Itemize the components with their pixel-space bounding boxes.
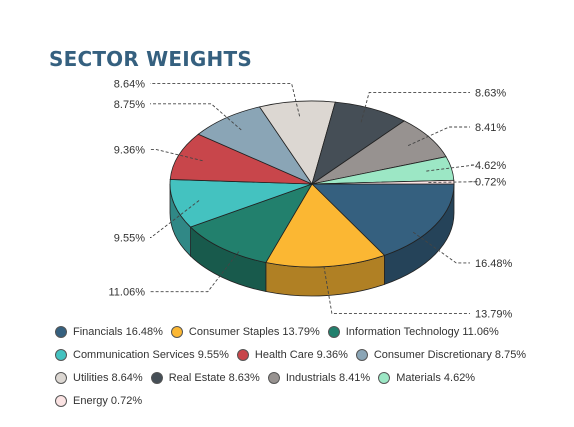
chart-title: SECTOR WEIGHTS xyxy=(49,47,252,71)
callout-line-health-care xyxy=(150,149,203,162)
data-label-consumer-staples: 13.79% xyxy=(475,308,513,320)
legend-item-utilities: Utilities 8.64% xyxy=(55,370,143,386)
data-label-communication-services: 9.55% xyxy=(114,233,145,245)
callout-line-communication-services xyxy=(150,200,200,238)
legend-label: Industrials 8.41% xyxy=(285,372,371,384)
legend-swatch xyxy=(150,372,163,384)
callout-line-energy xyxy=(428,181,478,183)
legend-label: Real Estate 8.63% xyxy=(168,372,260,384)
callout-line-financials xyxy=(412,231,470,264)
legend-label: Communication Services 9.55% xyxy=(73,349,229,361)
legend-label: Health Care 9.36% xyxy=(254,349,348,361)
legend-label: Consumer Staples 13.79% xyxy=(188,326,320,338)
callout-line-consumer-staples xyxy=(323,266,470,314)
legend-label: Energy 0.72% xyxy=(73,395,143,407)
data-label-industrials: 8.41% xyxy=(475,122,506,134)
data-label-materials: 4.62% xyxy=(475,160,506,172)
legend-swatch xyxy=(355,349,368,361)
legend-label: Financials 16.48% xyxy=(73,326,163,338)
data-label-health-care: 9.36% xyxy=(114,144,145,156)
pie-slice-information-technology xyxy=(189,183,313,263)
legend-swatch xyxy=(327,326,340,338)
pie-slice-consumer-staples xyxy=(265,183,386,268)
legend-label: Consumer Discretionary 8.75% xyxy=(373,349,527,361)
pie-tops xyxy=(169,100,455,268)
pie-slice-health-care xyxy=(169,133,313,185)
legend-item-materials: Materials 4.62% xyxy=(378,370,475,386)
legend-item-industrials: Industrials 8.41% xyxy=(267,370,371,386)
legend-item-consumer-discretionary: Consumer Discretionary 8.75% xyxy=(355,347,527,363)
callout-line-consumer-discretionary xyxy=(150,103,242,131)
legend-swatch xyxy=(55,326,67,338)
callout-line-utilities xyxy=(150,83,301,117)
pie-callouts: 16.48% 13.79% 11.06% 9.55% 9.36% 8.75% 8.64% 8.… xyxy=(109,79,513,321)
data-label-financials: 16.48% xyxy=(475,258,513,270)
legend-label: Materials 4.62% xyxy=(396,372,476,384)
chart-legend: Financials 16.48% Consumer Staples 13.79%… xyxy=(55,324,535,409)
legend-item-health-care: Health Care 9.36% xyxy=(236,347,348,363)
callout-line-real-estate xyxy=(360,91,470,123)
legend-item-information-technology: Information Technology 11.06% xyxy=(327,324,499,340)
legend-swatch xyxy=(378,372,391,384)
legend-swatch xyxy=(236,349,249,361)
legend-item-real-estate: Real Estate 8.63% xyxy=(150,370,260,386)
legend-item-energy: Energy 0.72% xyxy=(55,393,142,409)
callout-line-materials xyxy=(426,164,476,172)
data-label-information-technology: 11.06% xyxy=(109,287,146,299)
legend-swatch xyxy=(55,395,67,407)
legend-item-consumer-staples: Consumer Staples 13.79% xyxy=(170,324,320,340)
data-label-energy: 0.72% xyxy=(475,177,506,189)
legend-label: Information Technology 11.06% xyxy=(345,326,499,338)
legend-label: Utilities 8.64% xyxy=(73,372,143,384)
pie-slice-financials xyxy=(311,183,455,256)
legend-swatch xyxy=(55,349,67,361)
data-label-real-estate: 8.63% xyxy=(475,87,506,99)
data-label-consumer-discretionary: 8.75% xyxy=(114,99,145,111)
pie-sides xyxy=(169,183,455,297)
callout-line-information-technology xyxy=(150,251,240,293)
legend-swatch xyxy=(170,326,183,338)
legend-swatch xyxy=(55,372,67,384)
pie-slice-communication-services xyxy=(169,179,313,228)
legend-swatch xyxy=(267,372,280,384)
legend-item-communication-services: Communication Services 9.55% xyxy=(55,347,229,363)
legend-item-financials: Financials 16.48% xyxy=(55,324,163,340)
data-label-utilities: 8.64% xyxy=(114,79,145,91)
